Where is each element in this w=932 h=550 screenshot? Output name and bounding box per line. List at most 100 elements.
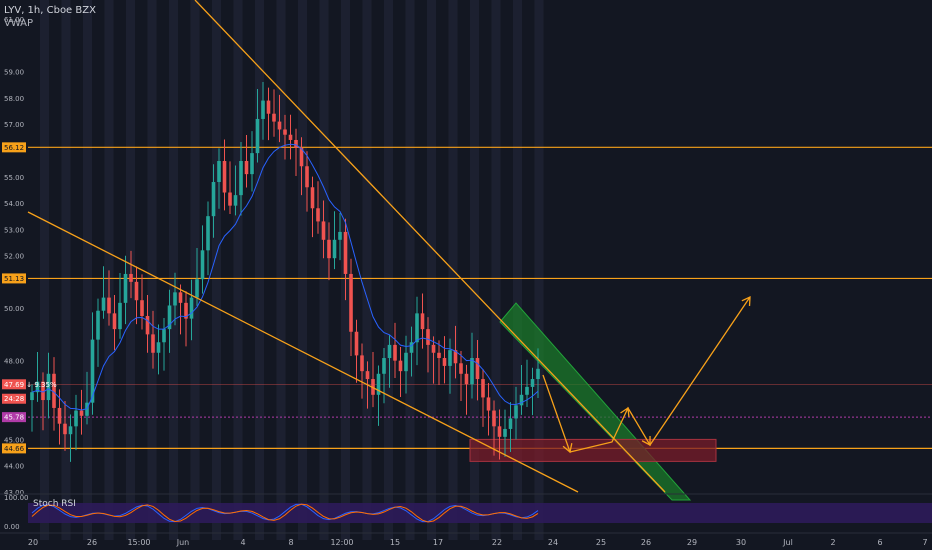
- candle-body: [299, 147, 304, 167]
- rsi-tick: 100.00: [4, 494, 29, 502]
- candle-body: [437, 352, 441, 359]
- candle-body: [63, 423, 67, 435]
- arrow-head: [620, 406, 630, 418]
- candle-body: [283, 129, 287, 135]
- candle-body: [178, 292, 183, 303]
- candles: [30, 81, 540, 462]
- candle-body: [464, 373, 469, 385]
- candle-body: [398, 360, 403, 372]
- price-tag-box: [2, 443, 26, 454]
- candle-body: [35, 381, 40, 393]
- time-tick: 8: [288, 538, 293, 547]
- candle-body: [30, 392, 34, 401]
- candle-body: [239, 160, 243, 196]
- candle-body: [173, 292, 177, 306]
- rsi-k-line: [31, 503, 539, 523]
- candle-body: [519, 394, 524, 406]
- price-axis: 61.00 59.00 58.00 57.00 55.00 54.00 53.00 52.00…: [4, 16, 24, 497]
- trendlines: [27, 0, 666, 493]
- candle-body: [525, 386, 529, 395]
- price-tick: 45.00: [4, 436, 24, 444]
- session-band: [233, 0, 243, 540]
- indicator-name[interactable]: VWAP: [4, 18, 34, 29]
- drawing-zones: [469, 302, 717, 501]
- session-band: [427, 0, 436, 540]
- candle-body: [255, 118, 260, 154]
- session-band: [61, 0, 71, 540]
- time-tick: 22: [492, 538, 502, 547]
- candle-body: [96, 310, 100, 340]
- price-tags: 56.12 51.13 47.69 ↓ 9.35% 24:28 45.78 44.66: [2, 142, 57, 454]
- price-tick: 52.00: [4, 253, 24, 261]
- candle-body: [261, 100, 265, 119]
- candle-body: [195, 279, 199, 298]
- price-tick: 58.00: [4, 95, 24, 103]
- candle-body: [90, 339, 95, 403]
- candle-body: [453, 350, 458, 364]
- session-band: [405, 0, 415, 540]
- horizontal-levels: [28, 146, 932, 449]
- price-tick: 53.00: [4, 226, 24, 234]
- candle-body: [134, 281, 139, 301]
- time-tick: 4: [240, 538, 245, 547]
- candle-body: [365, 371, 370, 380]
- candle-body: [354, 331, 359, 356]
- candle-body: [514, 405, 518, 419]
- session-band: [169, 0, 178, 540]
- candle-body: [508, 418, 513, 429]
- time-tick: 26: [87, 538, 97, 547]
- candle-body: [481, 379, 485, 398]
- price-tag-label: 56.12: [4, 144, 24, 152]
- candle-body: [189, 297, 194, 319]
- price-tag-box: [2, 412, 26, 423]
- session-band: [513, 0, 522, 540]
- time-tick: 15: [390, 538, 400, 547]
- green-zone: [499, 302, 692, 501]
- session-band: [212, 0, 221, 540]
- price-tick: 54.00: [4, 200, 24, 208]
- candle-body: [288, 134, 293, 140]
- candle-body: [343, 231, 348, 274]
- candle-body: [184, 302, 188, 319]
- price-tag-label: 45.78: [4, 414, 24, 422]
- symbol-title[interactable]: LYV, 1h, Cboe BZX: [4, 5, 96, 16]
- candle-body: [420, 313, 425, 330]
- projection-path: [542, 296, 751, 453]
- price-tick: 57.00: [4, 121, 24, 129]
- candle-body: [404, 352, 408, 372]
- candle-body: [475, 358, 480, 380]
- candle-body: [470, 358, 474, 385]
- stoch-rsi-label[interactable]: Stoch RSI: [33, 499, 76, 509]
- candle-body: [387, 344, 392, 359]
- time-tick: 29: [687, 538, 697, 547]
- time-tick: 24: [548, 538, 558, 547]
- rsi-d-line: [31, 503, 539, 523]
- candle-body: [409, 342, 414, 353]
- candle-body: [140, 300, 144, 316]
- chart-legend: LYV, 1h, Cboe BZX VWAP: [4, 4, 96, 30]
- candle-body: [426, 329, 430, 345]
- arrow-head: [562, 443, 573, 454]
- time-tick: Jun: [176, 538, 190, 547]
- price-tick: 55.00: [4, 174, 24, 182]
- price-tick: 59.00: [4, 69, 24, 77]
- session-band: [384, 0, 393, 540]
- time-tick: 25: [596, 538, 606, 547]
- candle-body: [233, 195, 238, 206]
- price-tag-label: 44.66: [4, 445, 25, 453]
- candle-body: [217, 160, 221, 183]
- time-tick: 6: [877, 538, 882, 547]
- candle-body: [393, 344, 397, 361]
- price-tag-label: 51.13: [4, 275, 24, 283]
- session-band: [470, 0, 479, 540]
- candle-body: [338, 231, 342, 240]
- candle-body: [211, 182, 216, 217]
- candle-body: [52, 373, 56, 408]
- candle-body: [57, 407, 62, 424]
- time-axis: 20 26 15:00 Jun 4 8 12:00 15 17 22 24 25 26 29 30 Jul 2 6…: [0, 532, 932, 547]
- vwap-line: [31, 143, 539, 411]
- arrow-head: [741, 295, 751, 307]
- candle-body: [129, 273, 133, 282]
- candle-body: [206, 216, 210, 251]
